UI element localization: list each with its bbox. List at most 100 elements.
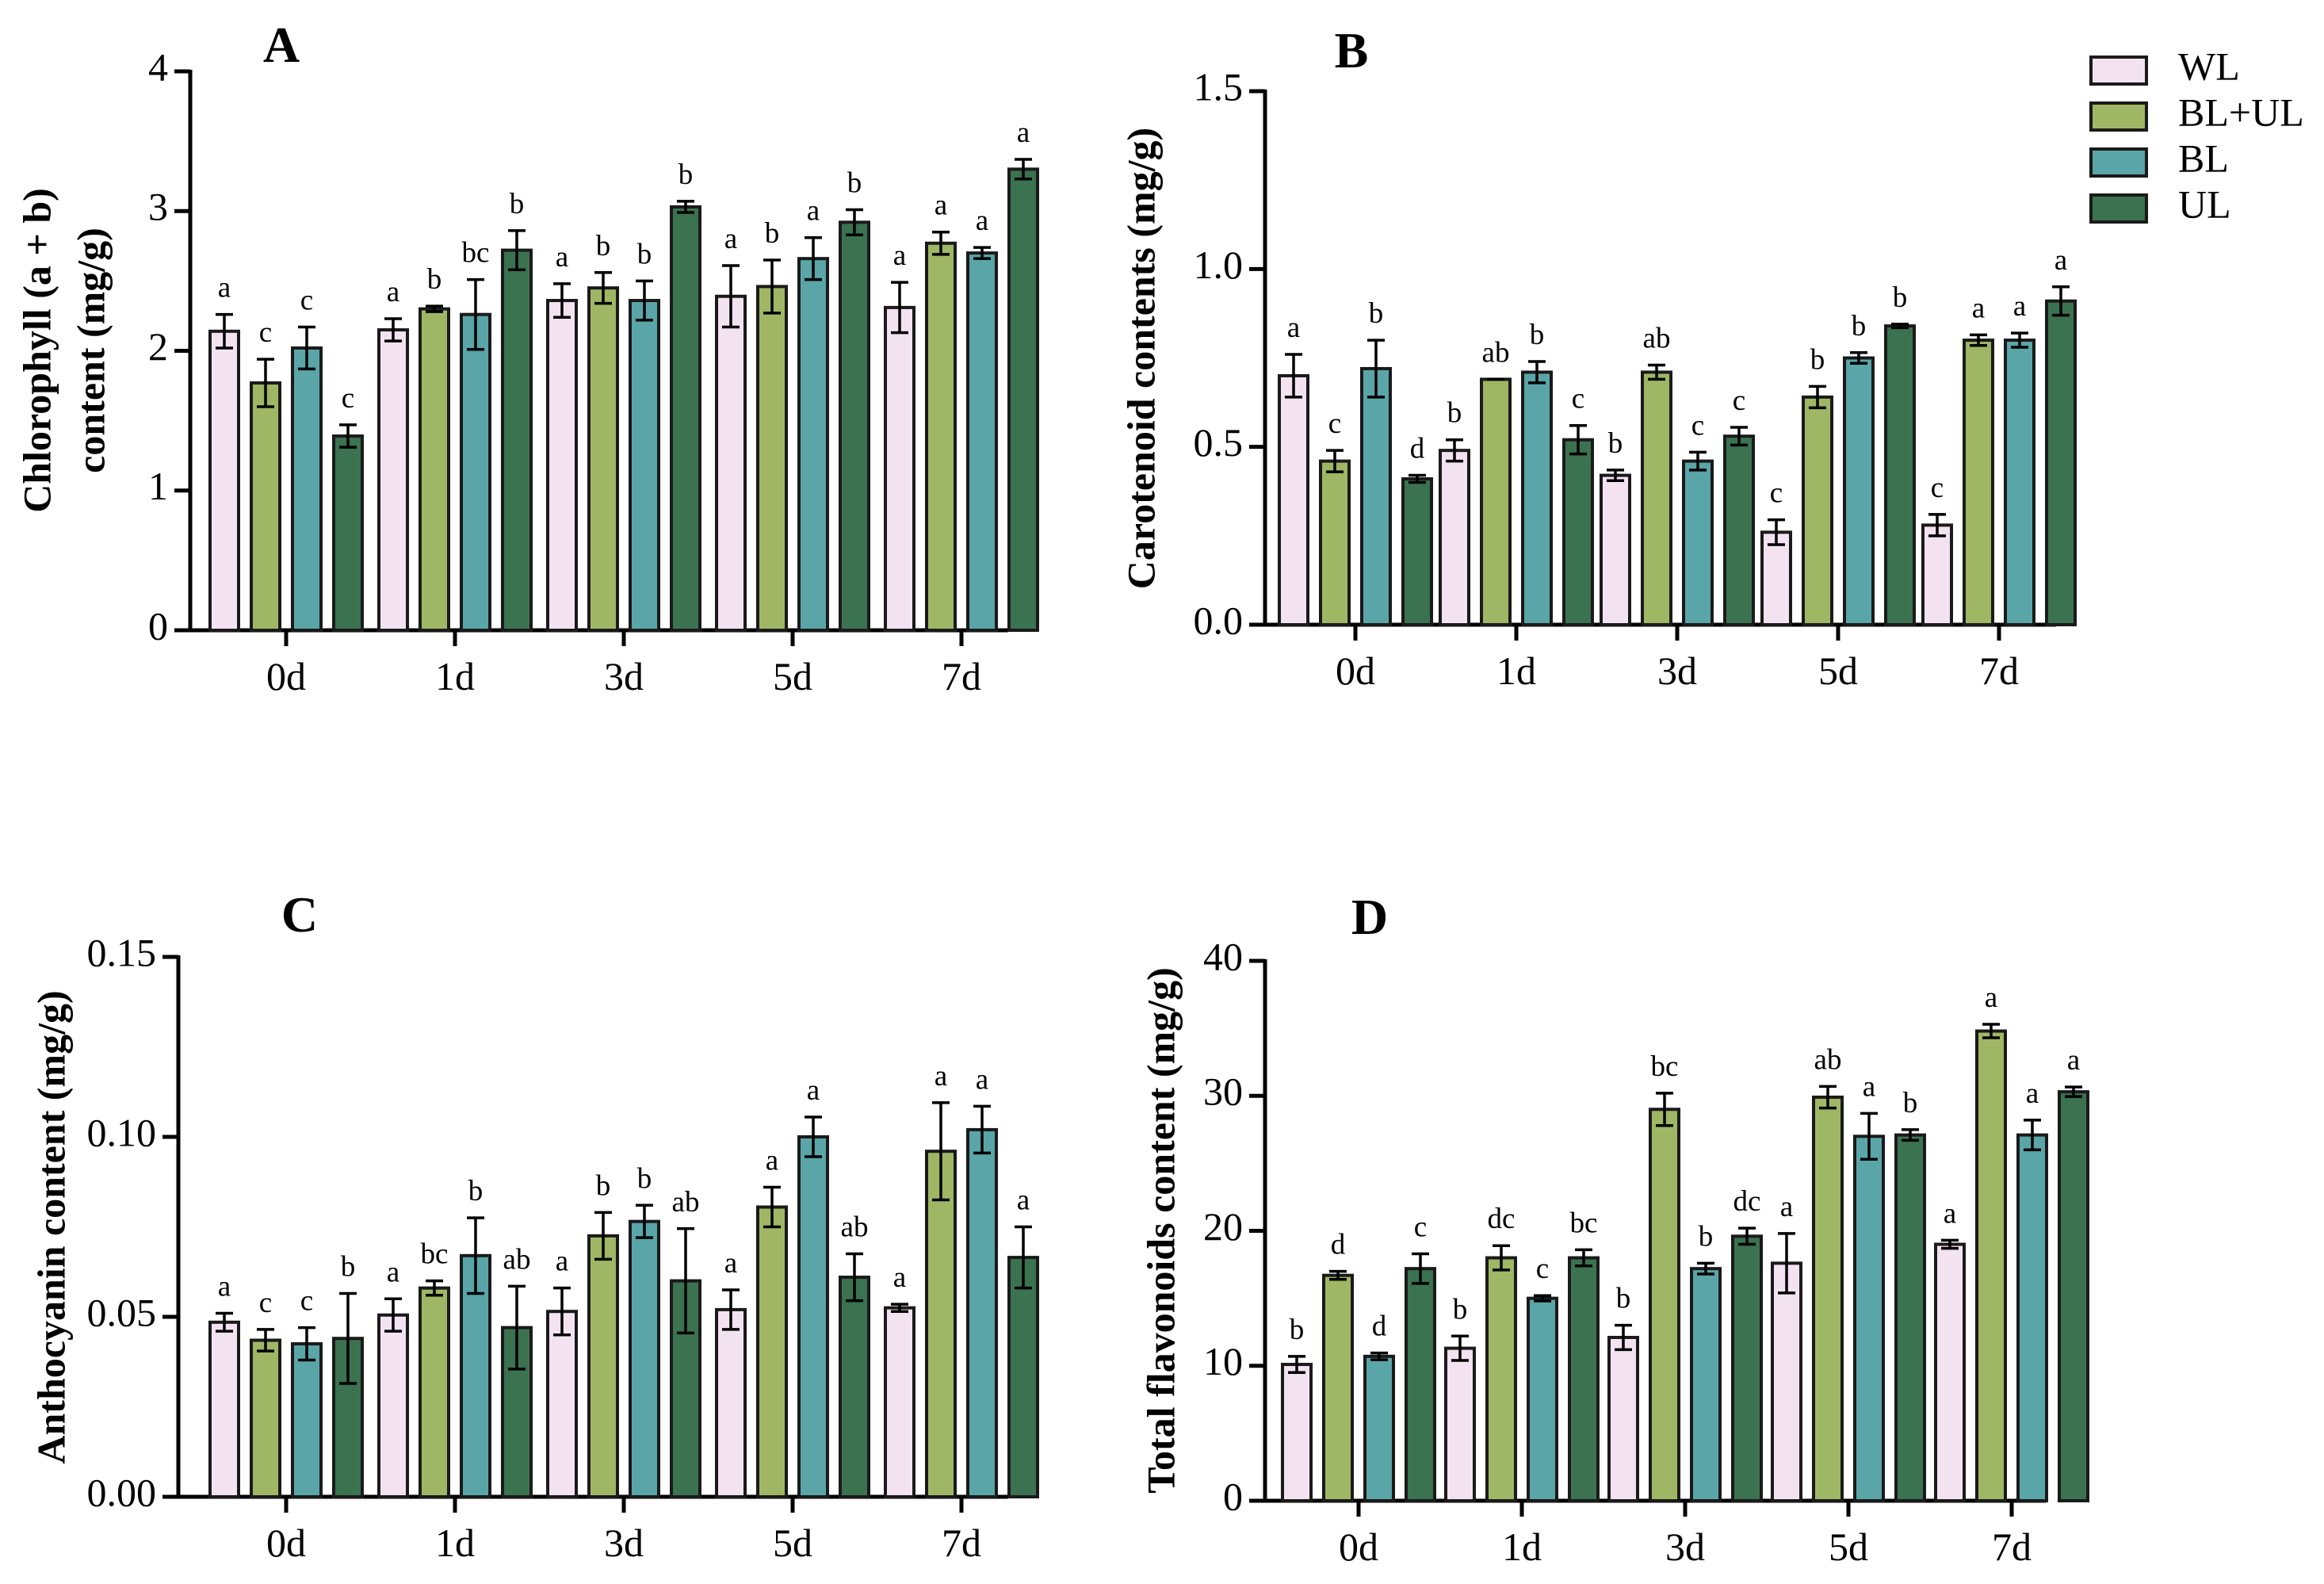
bar-bl-0d (291, 1342, 323, 1499)
bar-bl-5d (1853, 1134, 1885, 1502)
bar-wl-3d (546, 1310, 578, 1498)
bar-ul-1d (501, 248, 533, 632)
significance-label: bc (421, 1238, 449, 1271)
legend-label: WL (2178, 44, 2240, 88)
y-tick-label: 10 (1203, 1339, 1243, 1383)
x-tick-label: 1d (1502, 1525, 1542, 1569)
significance-label: b (1852, 310, 1867, 342)
y-tick-label: 1.5 (1194, 64, 1244, 109)
bar-ul-1d (1568, 1256, 1600, 1503)
y-tick-label: 0 (1223, 1474, 1243, 1518)
bar-bl-ul-3d (587, 286, 619, 632)
bar-wl-5d (715, 294, 747, 632)
significance-label: c (259, 1287, 272, 1319)
y-tick-label: 3 (148, 185, 168, 229)
panel-b: B Carotenoid contents (mg/g) 0.0 0.5 1.0 1.5 0… (1118, 22, 2077, 693)
x-tick-label: 1d (435, 1521, 475, 1565)
significance-label: bc (1570, 1207, 1598, 1239)
panel-a: A Chlorophyll (a + b) content (mg/g) 0 1 2 3 4 0… (14, 17, 1039, 698)
bar-ul-5d (839, 220, 870, 633)
significance-label: b (765, 217, 780, 250)
bar-ul-0d (332, 1337, 364, 1498)
bar-ul-7d (1007, 1256, 1039, 1498)
significance-label: d (1331, 1229, 1346, 1261)
bar-bl-ul-0d (250, 1338, 281, 1499)
x-tick-label: 1d (1496, 649, 1536, 693)
significance-label: a (1985, 981, 1997, 1014)
significance-label: b (678, 159, 694, 191)
significance-label: d (1410, 433, 1425, 465)
bar-wl-5d (1760, 530, 1792, 627)
bar-ul-1d (1562, 438, 1594, 627)
significance-label: b (1810, 343, 1825, 376)
significance-label: b (510, 188, 525, 220)
bar-wl-1d (1439, 449, 1470, 626)
x-tick-label: 7d (942, 654, 981, 698)
x-tick-label: 3d (604, 654, 644, 698)
bar-ul-3d (670, 205, 701, 632)
x-tick-label: 3d (1657, 649, 1697, 693)
bar-bl-ul-0d (250, 381, 281, 632)
panel-letter: C (281, 886, 318, 943)
bar-bl-3d (1682, 459, 1714, 627)
legend-label: BL (2178, 136, 2229, 180)
y-tick-label: 0.15 (87, 930, 157, 974)
legend-label: BL+UL (2178, 90, 2304, 134)
x-tick-label: 0d (266, 1521, 306, 1565)
bar-wl-5d (715, 1307, 747, 1499)
x-tick-label: 5d (1818, 649, 1858, 693)
bar-ul-7d (2058, 1090, 2089, 1502)
bar-bl-1d (1527, 1296, 1558, 1502)
significance-label: a (2067, 1044, 2080, 1077)
bar-bl-ul-5d (756, 1205, 788, 1499)
significance-label: ab (1643, 322, 1671, 354)
significance-label: c (1691, 409, 1704, 442)
bar-wl-0d (1281, 1363, 1313, 1502)
significance-label: b (1530, 319, 1545, 351)
y-axis-label: content (mg/g) (68, 228, 113, 473)
panel-letter: B (1335, 22, 1369, 78)
bar-bl-7d (966, 251, 998, 632)
significance-label: b (1893, 281, 1908, 314)
bar-bl-ul-7d (925, 241, 957, 632)
significance-label: c (300, 1285, 313, 1318)
significance-label: c (259, 316, 272, 349)
y-axis-label: Anthocyanin content (mg/g) (29, 990, 73, 1463)
panel-letter: D (1351, 889, 1388, 945)
significance-label: a (2055, 244, 2067, 277)
y-tick-label: 0.05 (87, 1290, 157, 1334)
y-tick-label: 0.5 (1194, 420, 1244, 465)
significance-label: b (1699, 1220, 1714, 1253)
significance-label: c (1770, 477, 1783, 510)
significance-label: b (596, 230, 611, 262)
x-tick-label: 1d (435, 654, 475, 698)
panel-c: C Anthocyanin content (mg/g) 0.00 0.05 0.10 0… (29, 886, 1039, 1565)
bar-ul-0d (332, 434, 364, 633)
significance-label: a (724, 1247, 737, 1280)
significance-label: a (807, 1074, 820, 1107)
significance-label: b (341, 1250, 356, 1283)
bar-bl-ul-5d (1812, 1095, 1844, 1502)
bar-bl-ul-1d (419, 307, 450, 632)
x-tick-label: 7d (1979, 649, 2019, 693)
bar-bl-ul-1d (1485, 1256, 1517, 1503)
bar-bl-5d (797, 257, 829, 632)
x-tick-label: 3d (1665, 1525, 1705, 1569)
significance-label: c (1931, 472, 1944, 504)
bar-wl-3d (546, 299, 578, 632)
bar-wl-0d (1278, 373, 1309, 626)
y-axis-label: Carotenoid contents (mg/g) (1118, 128, 1163, 589)
significance-label: b (1447, 397, 1462, 430)
x-tick-label: 0d (266, 654, 306, 698)
bar-bl-7d (966, 1127, 998, 1499)
significance-label: c (1733, 385, 1745, 417)
significance-label: ab (672, 1186, 700, 1219)
significance-label: b (637, 238, 652, 270)
significance-label: a (2026, 1077, 2039, 1110)
y-axis-label: Chlorophyll (a + b) (14, 188, 59, 513)
bar-bl-7d (2016, 1133, 2048, 1503)
bar-ul-0d (1401, 477, 1433, 627)
